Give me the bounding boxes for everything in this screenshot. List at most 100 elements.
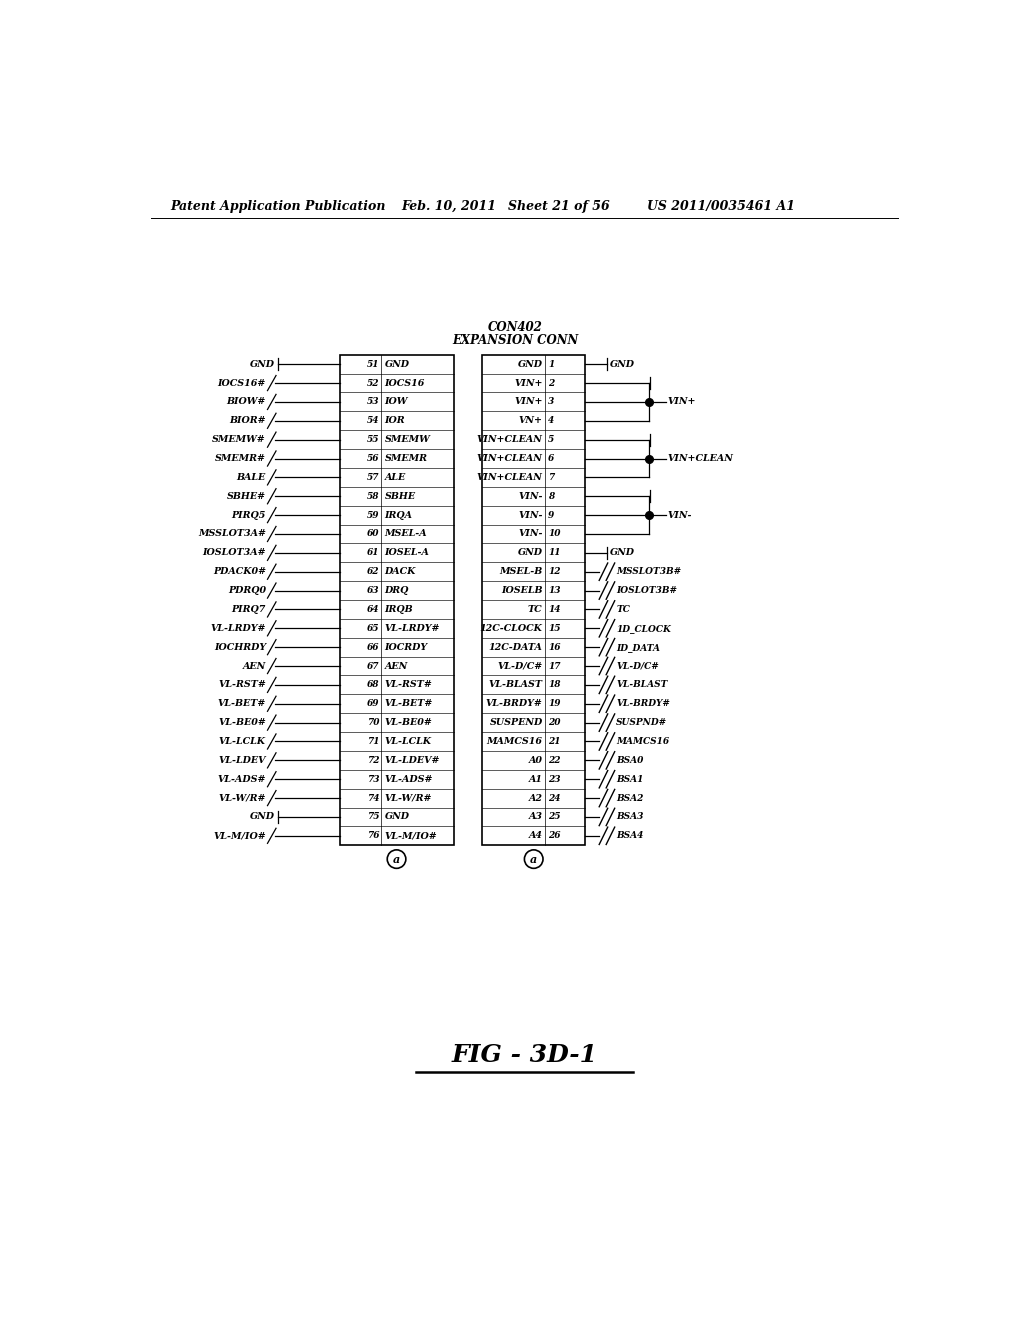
- Text: Patent Application Publication: Patent Application Publication: [171, 199, 386, 213]
- Text: IRQA: IRQA: [385, 511, 413, 520]
- Text: DACK: DACK: [385, 568, 416, 577]
- Text: MSEL-A: MSEL-A: [385, 529, 427, 539]
- Text: 9: 9: [548, 511, 554, 520]
- Text: A3: A3: [528, 812, 543, 821]
- Text: 12: 12: [548, 568, 560, 577]
- Text: 52: 52: [367, 379, 379, 388]
- Text: 12C-DATA: 12C-DATA: [488, 643, 543, 652]
- Text: VL-LRDY#: VL-LRDY#: [211, 624, 266, 632]
- Text: 25: 25: [548, 812, 560, 821]
- Text: TC: TC: [616, 605, 630, 614]
- Text: VIN-: VIN-: [518, 511, 543, 520]
- Text: VL-D/C#: VL-D/C#: [616, 661, 659, 671]
- Text: 68: 68: [367, 680, 379, 689]
- Text: 10: 10: [548, 529, 560, 539]
- Text: BIOW#: BIOW#: [226, 397, 266, 407]
- Text: FIG - 3D-1: FIG - 3D-1: [452, 1043, 598, 1068]
- Text: 72: 72: [367, 756, 379, 764]
- Text: SMEMR: SMEMR: [385, 454, 428, 463]
- Text: VIN+CLEAN: VIN+CLEAN: [668, 454, 733, 463]
- Text: 8: 8: [548, 492, 554, 500]
- Text: 59: 59: [367, 511, 379, 520]
- Text: GND: GND: [517, 359, 543, 368]
- Text: 20: 20: [548, 718, 560, 727]
- Text: VIN-: VIN-: [668, 511, 692, 520]
- Text: VL-LRDY#: VL-LRDY#: [385, 624, 440, 632]
- Text: 2: 2: [548, 379, 554, 388]
- Text: VIN+CLEAN: VIN+CLEAN: [477, 436, 543, 444]
- Text: 60: 60: [367, 529, 379, 539]
- Text: IOCHRDY: IOCHRDY: [214, 643, 266, 652]
- Text: ID_DATA: ID_DATA: [616, 643, 660, 652]
- Text: 51: 51: [367, 359, 379, 368]
- Text: IOSLOT3B#: IOSLOT3B#: [616, 586, 677, 595]
- Text: BIOR#: BIOR#: [229, 416, 266, 425]
- Text: 19: 19: [548, 700, 560, 709]
- Text: 22: 22: [548, 756, 560, 764]
- Text: A4: A4: [528, 832, 543, 841]
- Text: 5: 5: [548, 436, 554, 444]
- Text: 74: 74: [367, 793, 379, 803]
- Text: 3: 3: [548, 397, 554, 407]
- Text: 18: 18: [548, 680, 560, 689]
- Text: IOCS16#: IOCS16#: [217, 379, 266, 388]
- Text: US 2011/0035461 A1: US 2011/0035461 A1: [647, 199, 796, 213]
- Text: 14: 14: [548, 605, 560, 614]
- Text: MAMCS16: MAMCS16: [616, 737, 670, 746]
- Text: IOW: IOW: [385, 397, 408, 407]
- Text: VL-ADS#: VL-ADS#: [217, 775, 266, 784]
- Text: BSA2: BSA2: [616, 793, 644, 803]
- Text: 61: 61: [367, 548, 379, 557]
- Text: PIRQ5: PIRQ5: [231, 511, 266, 520]
- Text: IOCS16: IOCS16: [385, 379, 425, 388]
- Text: IOSEL-A: IOSEL-A: [385, 548, 429, 557]
- Text: VIN+: VIN+: [514, 397, 543, 407]
- Text: VL-BLAST: VL-BLAST: [616, 680, 668, 689]
- Text: VL-D/C#: VL-D/C#: [498, 661, 543, 671]
- Text: PIRQ7: PIRQ7: [231, 605, 266, 614]
- Text: Feb. 10, 2011: Feb. 10, 2011: [400, 199, 496, 213]
- Text: GND: GND: [250, 359, 274, 368]
- Text: A0: A0: [528, 756, 543, 764]
- Text: VIN+: VIN+: [668, 397, 696, 407]
- Text: A1: A1: [528, 775, 543, 784]
- Text: VL-BLAST: VL-BLAST: [488, 680, 543, 689]
- Text: IOR: IOR: [385, 416, 406, 425]
- Text: 62: 62: [367, 568, 379, 577]
- Text: 56: 56: [367, 454, 379, 463]
- Text: PDACK0#: PDACK0#: [213, 568, 266, 577]
- Text: 6: 6: [548, 454, 554, 463]
- Text: 67: 67: [367, 661, 379, 671]
- Text: 1: 1: [548, 359, 554, 368]
- Text: VL-LDEV: VL-LDEV: [218, 756, 266, 764]
- Text: VL-LDEV#: VL-LDEV#: [385, 756, 440, 764]
- Text: 66: 66: [367, 643, 379, 652]
- Text: VL-BET#: VL-BET#: [385, 700, 433, 709]
- Text: SMEMW: SMEMW: [385, 436, 430, 444]
- Text: 4: 4: [548, 416, 554, 425]
- Text: SBHE: SBHE: [385, 492, 416, 500]
- Text: VIN-: VIN-: [518, 492, 543, 500]
- Text: VN+: VN+: [518, 416, 543, 425]
- Text: 69: 69: [367, 700, 379, 709]
- Text: VL-LCLK: VL-LCLK: [385, 737, 431, 746]
- Text: BSA4: BSA4: [616, 832, 644, 841]
- Text: VL-BE0#: VL-BE0#: [218, 718, 266, 727]
- Text: VL-W/R#: VL-W/R#: [385, 793, 432, 803]
- Text: VL-LCLK: VL-LCLK: [219, 737, 266, 746]
- Text: 57: 57: [367, 473, 379, 482]
- Text: IRQB: IRQB: [385, 605, 413, 614]
- Text: VL-BRDY#: VL-BRDY#: [616, 700, 670, 709]
- Text: 23: 23: [548, 775, 560, 784]
- Text: 75: 75: [367, 812, 379, 821]
- Text: SUSPND#: SUSPND#: [616, 718, 668, 727]
- Text: 70: 70: [367, 718, 379, 727]
- Text: VL-BRDY#: VL-BRDY#: [485, 700, 543, 709]
- Text: 16: 16: [548, 643, 560, 652]
- Text: MAMCS16: MAMCS16: [486, 737, 543, 746]
- Text: AEN: AEN: [385, 661, 408, 671]
- Text: VL-M/IO#: VL-M/IO#: [213, 832, 266, 841]
- Text: GND: GND: [250, 812, 274, 821]
- Text: GND: GND: [610, 548, 635, 557]
- Text: VL-M/IO#: VL-M/IO#: [385, 832, 437, 841]
